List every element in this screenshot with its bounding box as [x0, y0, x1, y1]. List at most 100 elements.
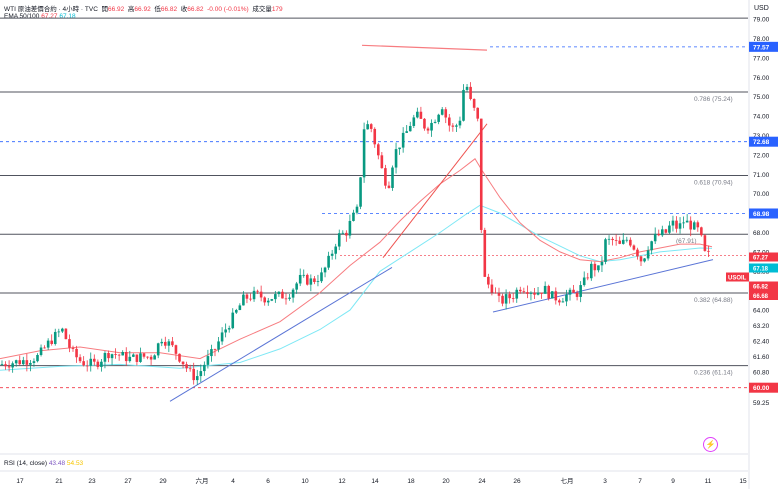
x-tick-label: 12	[338, 478, 346, 485]
candle-body	[330, 253, 334, 256]
candle-body	[96, 361, 100, 367]
candle-body	[309, 278, 313, 285]
y-tick-label: 75.00	[753, 94, 770, 101]
y-tick-label: 72.00	[753, 152, 770, 159]
ema-legend[interactable]: EMA 50/100 67.27 67.18	[4, 13, 76, 20]
candle-body	[352, 212, 355, 221]
candle-body	[614, 240, 618, 241]
y-tick-label: 73.00	[753, 133, 770, 140]
candle-body	[53, 331, 57, 344]
candle-body	[646, 250, 650, 259]
candle-body	[593, 263, 597, 271]
candle-body	[618, 240, 621, 244]
candle-body	[327, 255, 330, 268]
candle-body	[89, 358, 93, 366]
candle-body	[14, 360, 18, 364]
candle-body	[696, 222, 700, 228]
candle-body	[408, 125, 412, 132]
x-tick-label: 26	[513, 478, 521, 485]
candle-body	[501, 295, 504, 304]
high-label: 高	[127, 6, 135, 13]
fib-label: (67.91)	[676, 238, 697, 245]
candle-body	[632, 245, 636, 250]
candle-body	[483, 229, 487, 277]
y-tick-label: 59.25	[753, 400, 770, 407]
candle-body	[313, 278, 316, 282]
candle-body	[565, 294, 568, 302]
candle-body	[334, 246, 337, 254]
fib-label: 0.382 (64.88)	[694, 297, 733, 304]
candle-body	[540, 292, 543, 294]
candle-body	[181, 361, 185, 365]
close-label: 收	[180, 6, 188, 13]
candle-body	[547, 285, 550, 299]
y-tick-label: 70.00	[753, 191, 770, 198]
candle-body	[543, 285, 547, 294]
flash-icon[interactable]: ⚡	[703, 437, 718, 452]
candle-body	[692, 222, 696, 230]
symbol-title[interactable]: WTI 原油差價合約 · 4小時 · TVC	[4, 6, 98, 13]
y-tick-label: 61.60	[753, 354, 770, 361]
ema100-value: 67.18	[59, 13, 76, 20]
candle-body	[625, 239, 629, 241]
candle-body	[64, 328, 68, 340]
candle-body	[4, 364, 7, 367]
candle-body	[121, 352, 124, 356]
candle-body	[522, 291, 526, 293]
candle-body	[178, 353, 181, 362]
ema100-tag	[749, 263, 778, 273]
candle-body	[213, 349, 217, 350]
candle-body	[476, 107, 479, 119]
candle-body	[171, 341, 174, 346]
candle-body	[629, 239, 632, 246]
x-tick-label: 3	[603, 478, 607, 485]
candle-body	[341, 232, 345, 234]
candle-body	[412, 117, 416, 126]
rsi-legend[interactable]: RSI (14, close) 43.48 54.53	[4, 460, 83, 467]
x-tick-label: 29	[159, 478, 167, 485]
candle-body	[515, 289, 519, 299]
x-tick-label: 27	[124, 478, 132, 485]
candle-body	[274, 294, 277, 300]
candle-body	[643, 258, 646, 262]
triangle-top-line	[361, 44, 488, 51]
candle-body	[238, 305, 242, 311]
candle-body	[259, 291, 263, 298]
candle-body	[135, 354, 139, 362]
candle-body	[401, 132, 405, 148]
x-tick-label: 23	[88, 478, 96, 485]
low-tag-label: 66.68	[753, 294, 769, 300]
candle-body	[100, 361, 103, 367]
level-tag	[749, 208, 778, 219]
candle-body	[582, 277, 586, 286]
candle-body	[203, 364, 206, 372]
x-tick-label: 4	[231, 478, 235, 485]
candle-body	[550, 291, 554, 299]
rsi-label: RSI (14, close)	[4, 460, 47, 467]
candle-body	[323, 267, 327, 273]
candle-body	[320, 272, 323, 282]
candle-body	[650, 241, 653, 251]
ema50-tag	[749, 252, 778, 262]
level-tag-label: 77.57	[753, 44, 770, 51]
candle-body	[68, 339, 71, 348]
candle-body	[369, 124, 373, 129]
currency-label[interactable]: USD	[754, 5, 769, 12]
x-tick-label: 9	[671, 478, 675, 485]
candle-body	[32, 361, 36, 363]
candle-body	[490, 284, 494, 293]
candle-body	[78, 357, 82, 362]
price-tag-label: 66.82	[753, 285, 769, 291]
candle-body	[511, 298, 515, 299]
candle-body	[306, 274, 309, 285]
symbol-tag-label: USOIL	[728, 276, 747, 282]
candle-body	[206, 356, 210, 365]
candle-body	[36, 354, 39, 362]
x-tick-label: 21	[55, 478, 63, 485]
candle-body	[61, 328, 64, 332]
low-value: 66.82	[160, 6, 178, 13]
candle-body	[227, 328, 231, 330]
candle-body	[380, 155, 384, 169]
candle-body	[25, 360, 29, 365]
